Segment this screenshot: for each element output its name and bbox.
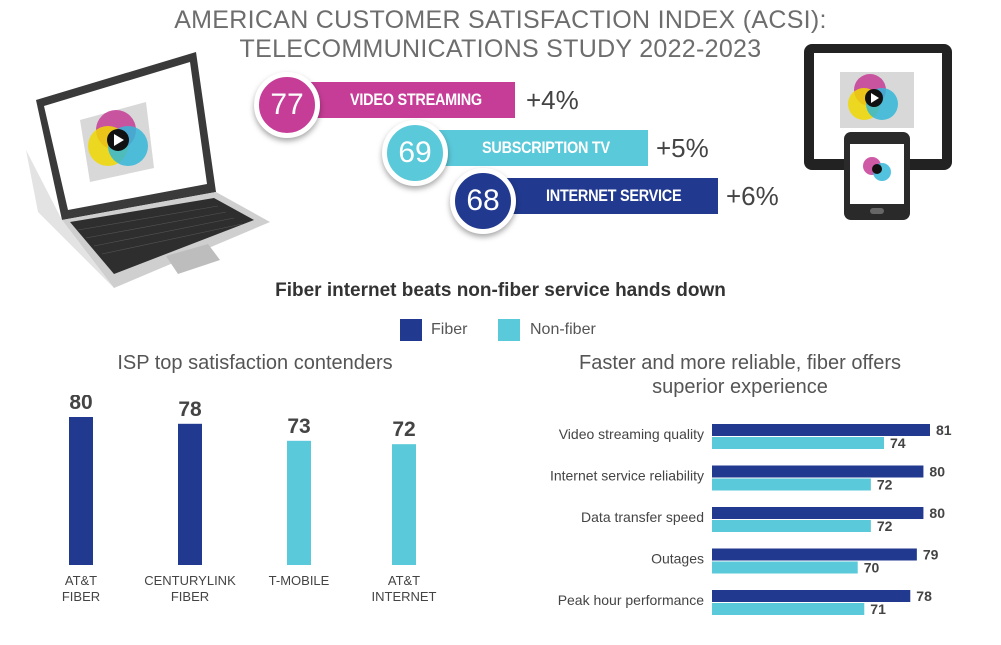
experience-category-label: Data transfer speed [581, 509, 704, 525]
experience-bar-chart: Video streaming quality 81 74 Internet serv… [550, 422, 952, 617]
page-title: AMERICAN CUSTOMER SATISFACTION INDEX (AC… [0, 6, 1001, 64]
legend-label-fiber: Fiber [431, 321, 468, 338]
isp-category-label: AT&T [388, 573, 420, 588]
isp-category-label: INTERNET [372, 589, 437, 604]
industry-change: +5% [656, 133, 709, 163]
isp-bar-value: 72 [392, 418, 415, 441]
experience-category-label: Outages [651, 551, 704, 567]
experience-category-label: Video streaming quality [559, 426, 704, 442]
industry-label: VIDEO STREAMING [350, 90, 482, 109]
experience-bar-value: 70 [864, 560, 880, 576]
isp-chart-title: ISP top satisfaction contenders [117, 352, 393, 374]
industry-bar: SUBSCRIPTION TV [412, 130, 648, 166]
industry-score-badge: 77 [254, 72, 320, 138]
isp-bar [287, 440, 311, 565]
isp-category-label: CENTURYLINK [144, 573, 236, 588]
industry-change: +4% [526, 85, 579, 115]
experience-bar [712, 478, 871, 491]
experience-title-line-1: Faster and more reliable, fiber offers [578, 352, 901, 374]
isp-bar-value: 73 [287, 415, 310, 438]
experience-bar-value: 78 [916, 588, 932, 604]
industry-score-badge: 69 [382, 120, 448, 186]
isp-bar [178, 423, 202, 565]
experience-bar [712, 465, 924, 478]
experience-bar-value: 71 [870, 601, 886, 617]
experience-bar [712, 520, 871, 532]
isp-bar-value: 78 [178, 398, 202, 421]
experience-category-label: Internet service reliability [550, 468, 704, 484]
isp-bar-value: 80 [69, 395, 92, 414]
experience-bar [712, 561, 858, 574]
title-line-1: AMERICAN CUSTOMER SATISFACTION INDEX (AC… [174, 6, 827, 34]
experience-bar-value: 80 [929, 464, 945, 480]
isp-category-label: T-MOBILE [269, 573, 330, 588]
experience-bar [712, 424, 930, 436]
title-line-2: TELECOMMUNICATIONS STUDY 2022-2023 [239, 35, 762, 63]
section-subtitle: Fiber internet beats non-fiber service h… [275, 280, 726, 301]
isp-category-label: AT&T [65, 573, 97, 588]
experience-bar [712, 437, 884, 449]
experience-bar-value: 81 [936, 422, 952, 438]
experience-bar-value: 72 [877, 518, 893, 534]
experience-bar-value: 74 [890, 435, 906, 451]
industry-bar: VIDEO STREAMING [284, 82, 515, 118]
experience-title-line-2: superior experience [652, 376, 828, 398]
laptop-illustration [26, 52, 270, 288]
industry-label: INTERNET SERVICE [546, 186, 682, 205]
tablet-phone-illustration [804, 44, 952, 220]
isp-category-label: FIBER [171, 589, 209, 604]
legend-swatch-nonfiber [498, 319, 520, 341]
industry-change: +6% [726, 181, 779, 211]
legend-label-nonfiber: Non-fiber [530, 321, 596, 338]
isp-bar-chart: 80AT&TFIBER78CENTURYLINKFIBER73T-MOBILE7… [62, 395, 437, 604]
experience-chart-title: Faster and more reliable, fiber offers s… [530, 351, 950, 399]
isp-bar [69, 417, 93, 565]
experience-bar-value: 72 [877, 477, 893, 493]
isp-category-label: FIBER [62, 589, 100, 604]
experience-bar [712, 603, 865, 615]
legend-swatch-fiber [400, 319, 422, 341]
experience-bar-value: 80 [929, 505, 945, 521]
experience-category-label: Peak hour performance [558, 592, 705, 608]
experience-bar [712, 548, 917, 561]
experience-bar [712, 507, 924, 519]
industry-label: SUBSCRIPTION TV [482, 138, 610, 157]
isp-bar [392, 444, 416, 565]
industry-score-badge: 68 [450, 168, 516, 234]
experience-bar [712, 590, 911, 602]
experience-bar-value: 79 [923, 547, 939, 563]
industry-bar: INTERNET SERVICE [480, 178, 718, 214]
